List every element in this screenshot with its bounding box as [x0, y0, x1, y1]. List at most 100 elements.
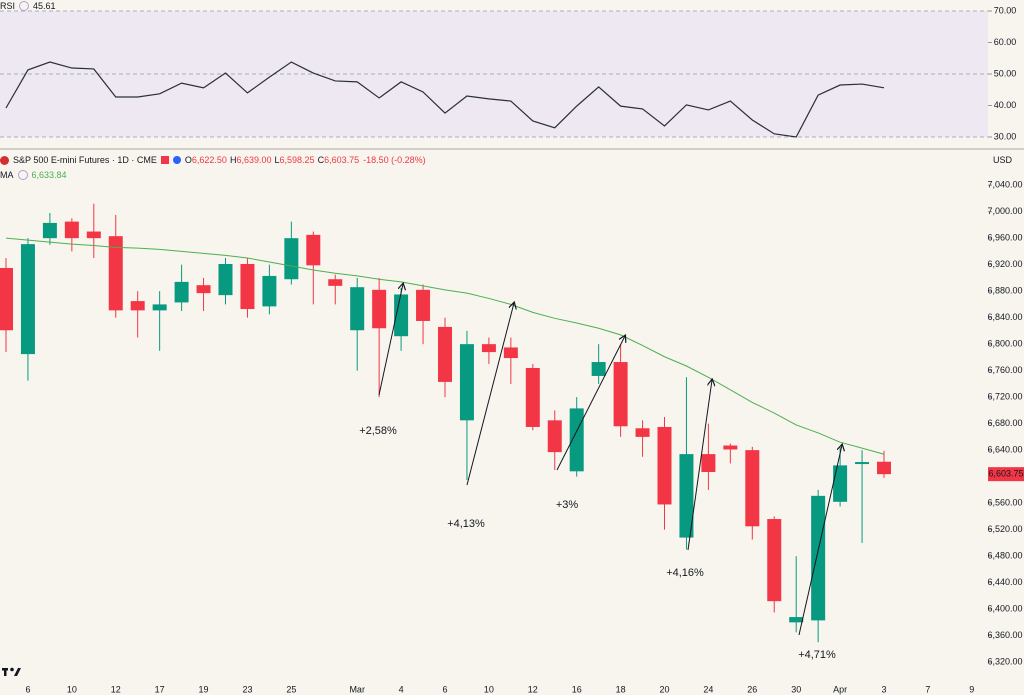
candle-body — [218, 264, 233, 296]
x-tick-label: 12 — [111, 684, 121, 694]
ohlc-label: H — [229, 155, 237, 165]
replay-icon[interactable] — [172, 156, 181, 164]
settings-icon[interactable] — [19, 1, 30, 11]
y-tick-label: 6,520.00 — [987, 524, 1022, 534]
ohlc-value: 6,622.50 — [191, 155, 227, 165]
rsi-legend: RSI 45.61 — [0, 1, 56, 11]
x-tick-label: 9 — [969, 684, 974, 694]
candle-body — [855, 462, 870, 465]
x-tick-label: 6 — [25, 684, 30, 694]
candle-body — [591, 362, 606, 376]
x-tick-label: 26 — [747, 684, 757, 694]
candle-body — [701, 454, 716, 472]
y-tick-label: 6,680.00 — [987, 418, 1022, 428]
candle-body — [262, 275, 277, 307]
y-tick-label: 6,400.00 — [987, 603, 1022, 613]
y-tick-label: 6,480.00 — [987, 551, 1022, 561]
ma-line — [5, 237, 885, 455]
candle-body — [372, 289, 387, 329]
candle-body — [416, 289, 431, 321]
candle-body — [306, 234, 321, 266]
price-tag: 6,603.75 — [988, 469, 1023, 479]
annotation: +4,71% — [798, 649, 836, 661]
rsi-title: RSI — [0, 1, 16, 11]
y-tick-label: 6,440.00 — [987, 577, 1022, 587]
rsi-line — [5, 61, 885, 138]
ma-name: MA — [0, 170, 14, 180]
annotation-arrow — [798, 445, 842, 636]
x-tick-label: 18 — [616, 684, 626, 694]
candle-body — [503, 347, 518, 359]
y-tick-label: 40.00 — [994, 100, 1017, 110]
y-tick-label: 70.00 — [994, 5, 1017, 15]
x-tick-label: 19 — [199, 684, 209, 694]
candle-body — [86, 231, 101, 239]
candle-body — [811, 495, 826, 621]
candle-body — [547, 420, 562, 453]
candle-body — [196, 285, 211, 294]
x-tick-label: 6 — [442, 684, 447, 694]
x-tick-label: 30 — [791, 684, 801, 694]
y-tick-label: 50.00 — [994, 68, 1017, 78]
logo — [2, 667, 21, 676]
annotation: +4,13% — [447, 518, 485, 530]
y-tick-label: 6,760.00 — [987, 365, 1022, 375]
annotation-arrow — [378, 284, 403, 396]
y-tick-label: 6,360.00 — [987, 630, 1022, 640]
market-status[interactable] — [160, 156, 169, 164]
annotation-arrow — [466, 303, 514, 486]
y-tick-label: 6,640.00 — [987, 445, 1022, 455]
currency: USD — [993, 155, 1012, 165]
x-tick-label: 25 — [286, 684, 296, 694]
ohlc-item: L6,598.25 — [275, 155, 315, 165]
ohlc-item: C6,603.75 — [318, 155, 360, 165]
ohlc-item: O6,622.50 — [185, 155, 227, 165]
candle-body — [130, 301, 145, 311]
y-tick-label: 6,840.00 — [987, 312, 1022, 322]
rsi-value: 45.61 — [33, 1, 56, 11]
candle-body — [877, 461, 891, 475]
annotation: +2,58% — [359, 425, 397, 437]
ohlc-item: H6,639.00 — [230, 155, 272, 165]
x-tick-label: Mar — [349, 684, 365, 694]
ohlc-legend: O6,622.50 H6,639.00 L6,598.25 C6,603.75 — [185, 155, 359, 165]
candle-body — [328, 279, 343, 286]
ma-value: 6,633.84 — [31, 170, 67, 180]
y-tick-label: 6,880.00 — [987, 286, 1022, 296]
x-tick-label: 17 — [155, 684, 165, 694]
y-tick-label: 6,720.00 — [987, 392, 1022, 402]
candle-body — [438, 326, 452, 382]
y-tick-label: 6,320.00 — [987, 656, 1022, 666]
candle-body — [64, 221, 79, 239]
annotation: +4,16% — [666, 567, 704, 579]
candle-body — [525, 368, 540, 427]
x-tick-label: 10 — [67, 684, 77, 694]
x-tick-label: 3 — [881, 684, 886, 694]
candle-body — [174, 281, 189, 303]
y-tick-label: 7,040.00 — [987, 180, 1022, 190]
ma-legend: MA 6,633.84 — [0, 170, 67, 180]
candle-body — [284, 238, 299, 280]
candle-body — [657, 426, 672, 505]
candle-body — [745, 450, 760, 527]
annotation-arrow — [687, 380, 712, 551]
candle-body — [679, 454, 694, 538]
candle-body — [789, 617, 804, 623]
settings-icon[interactable] — [17, 170, 28, 180]
price-tag-bg — [988, 467, 1024, 482]
ohlc-value: 6,598.25 — [279, 155, 315, 165]
ohlc-label: O — [184, 155, 192, 165]
x-tick-label: 12 — [528, 684, 538, 694]
candle-body — [394, 294, 409, 337]
change: -18.50 (-0.28%) — [363, 155, 426, 165]
main-legend: S&P 500 E-mini Futures · 1D · CME O6,622… — [0, 155, 426, 165]
symbol-logo — [0, 155, 9, 165]
candle-body — [459, 344, 474, 421]
x-tick-label: 23 — [242, 684, 252, 694]
y-tick-label: 6,560.00 — [987, 498, 1022, 508]
candle-body — [240, 264, 255, 310]
y-tick-label: 30.00 — [994, 131, 1017, 141]
ohlc-label: C — [317, 155, 325, 165]
